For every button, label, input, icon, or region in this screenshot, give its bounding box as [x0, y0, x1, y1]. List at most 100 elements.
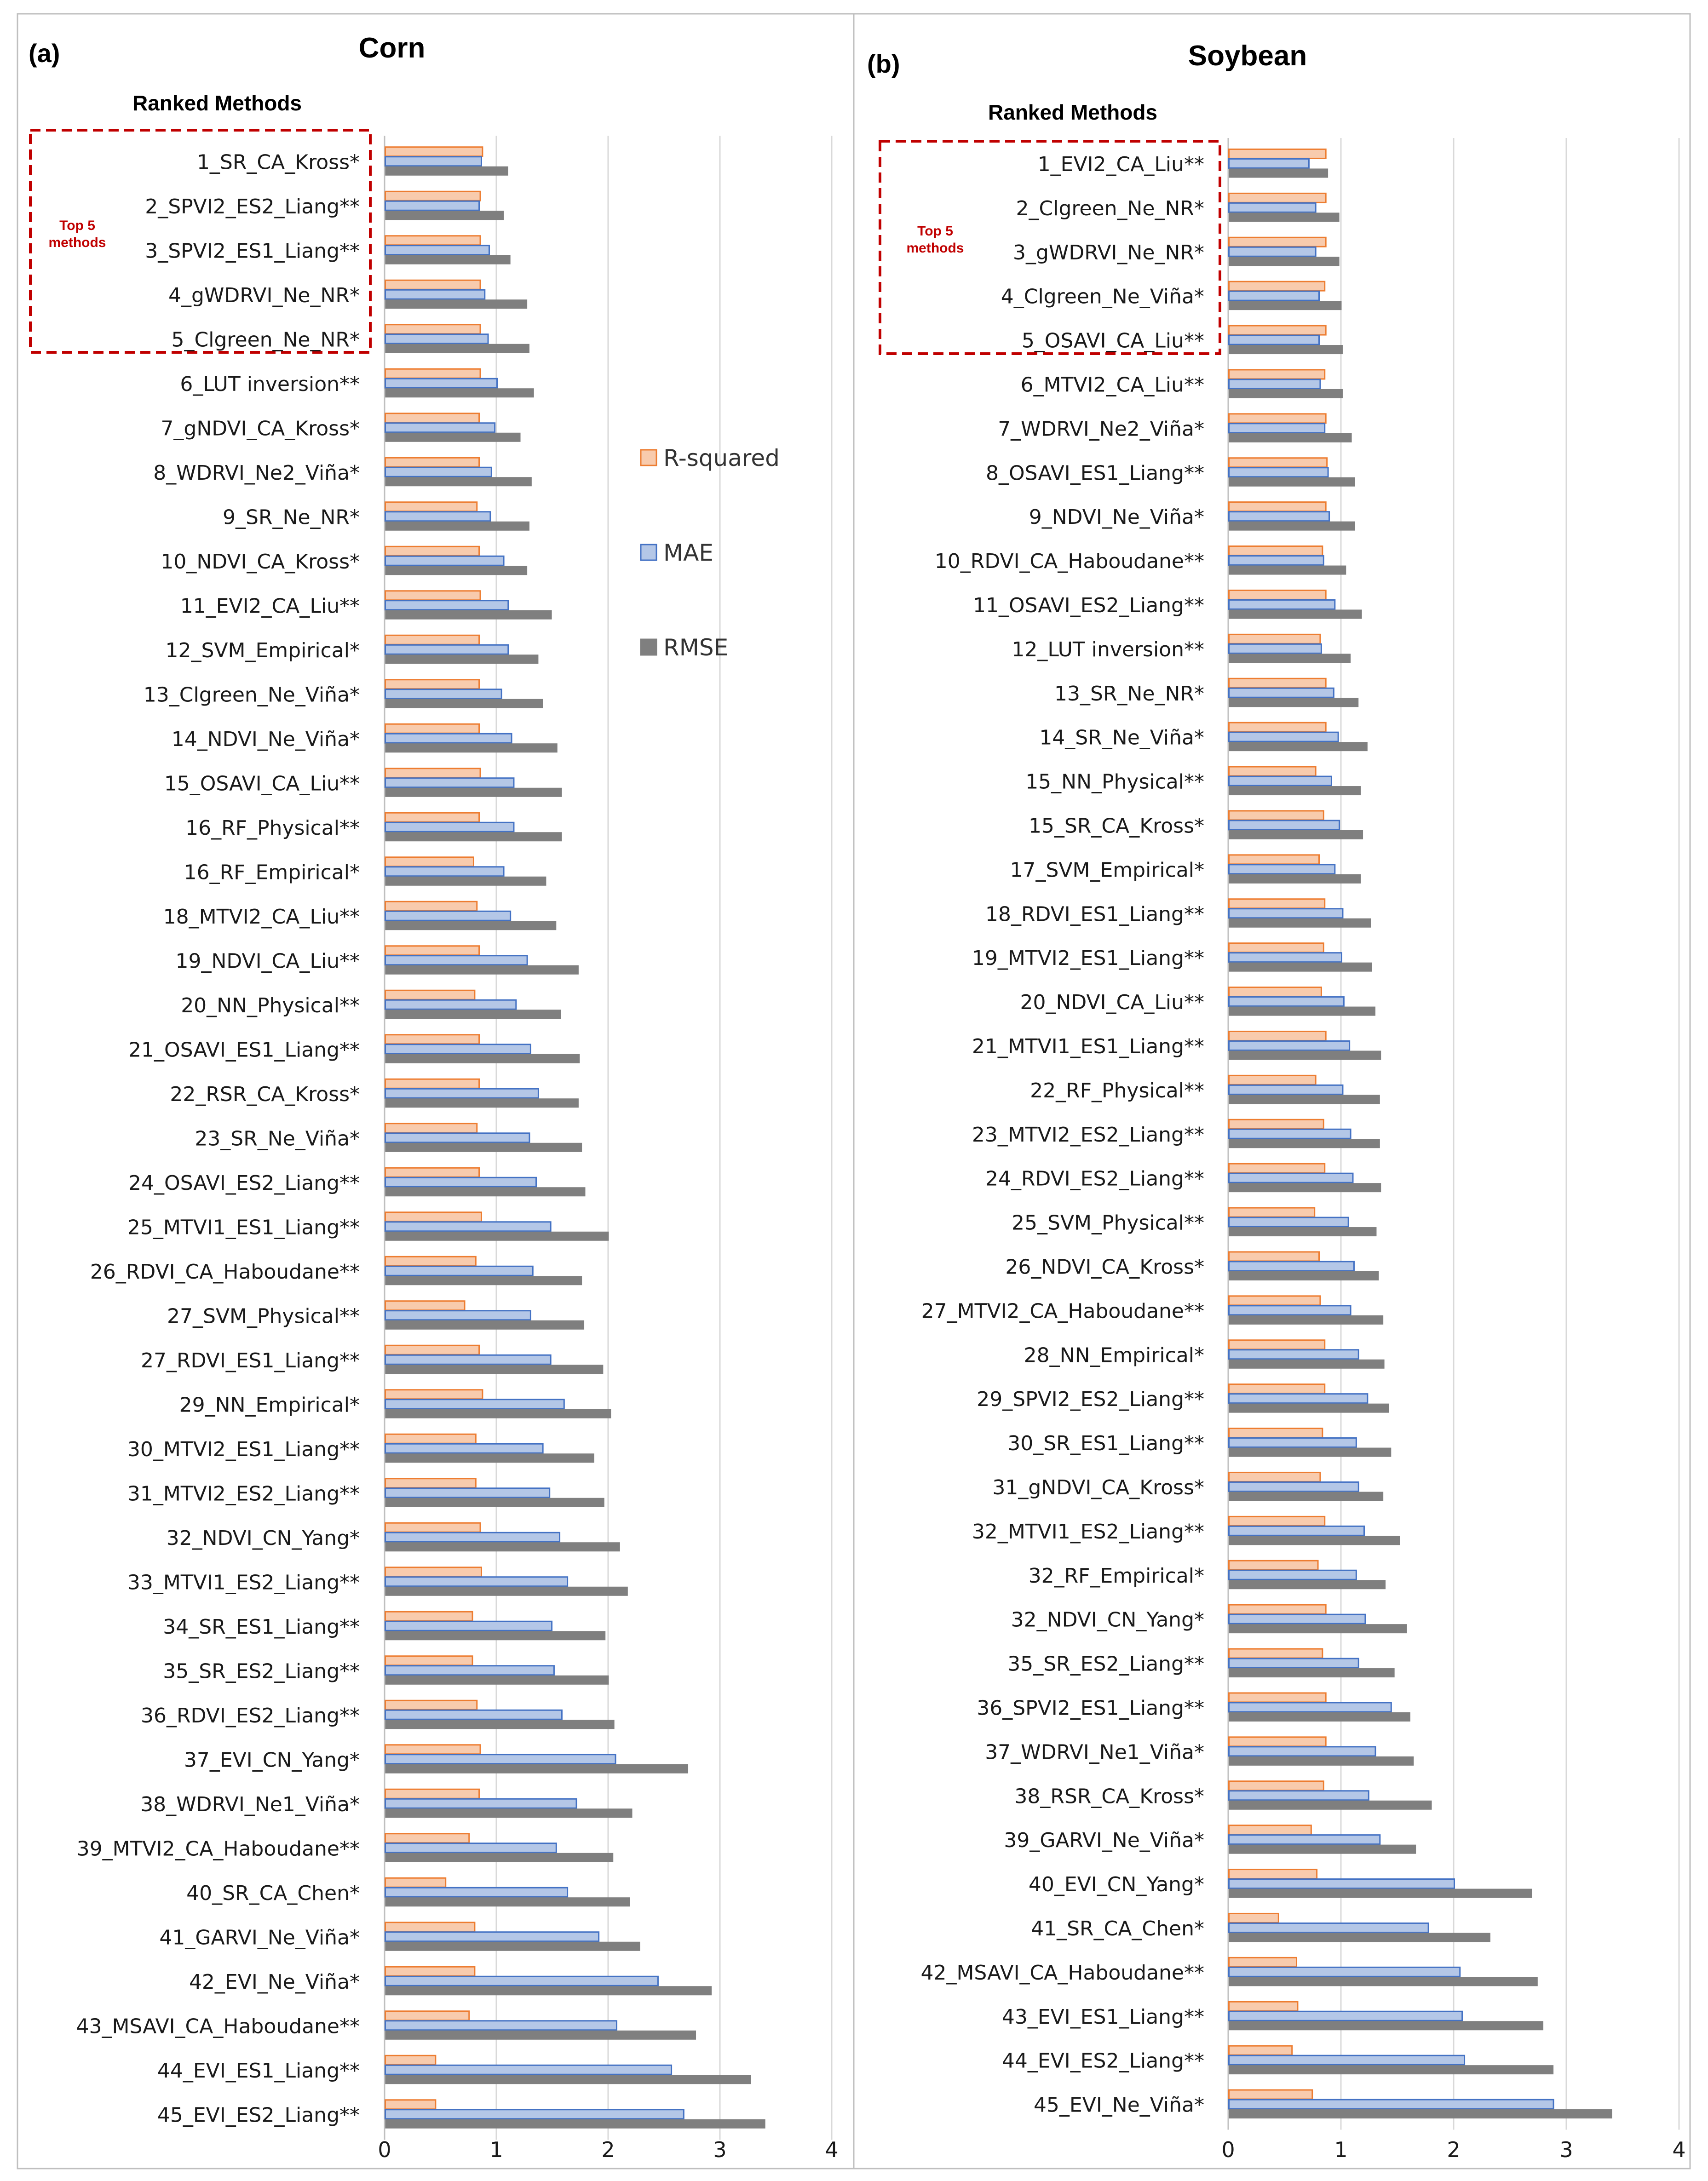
bar-r2 [385, 1478, 477, 1489]
method-label: 4_gWDRVI_Ne_NR* [168, 284, 360, 307]
bar-r2 [1228, 457, 1328, 468]
bar-r2 [1228, 1428, 1323, 1439]
bar-mae [385, 1975, 659, 1986]
bar-mae [1228, 290, 1320, 301]
bar-r2 [385, 1922, 476, 1933]
bar-rmse [385, 1231, 609, 1241]
bar-rmse [1229, 1888, 1532, 1898]
method-label: 22_RSR_CA_Kross* [170, 1083, 360, 1106]
bar-r2 [1228, 1912, 1279, 1923]
bar-mae [1228, 202, 1317, 213]
bar-mae [1228, 1437, 1357, 1448]
legend-label-mae: MAE [663, 540, 713, 566]
top5-label-line1: Top 5 [917, 224, 953, 239]
bar-mae [1228, 864, 1336, 875]
bar-rmse [1229, 698, 1359, 707]
bar-r2 [385, 1123, 478, 1134]
method-label: 22_RF_Physical** [1030, 1079, 1204, 1102]
bar-rmse [1229, 1139, 1380, 1148]
bar-rmse [385, 1365, 604, 1374]
bar-rmse [385, 1764, 689, 1773]
method-label: 33_MTVI1_ES2_Liang** [127, 1571, 360, 1594]
legend-swatch-rmse [640, 638, 657, 656]
method-label: 36_SPVI2_ES1_Liang** [977, 1696, 1204, 1720]
legend-label-rmse: RMSE [663, 634, 728, 661]
bar-rmse [385, 1409, 611, 1418]
method-label: 10_RDVI_CA_Haboudane** [935, 550, 1204, 573]
bar-mae [1228, 1040, 1351, 1051]
bar-r2 [385, 1744, 481, 1755]
bar-r2 [1228, 766, 1317, 777]
bar-rmse [1229, 521, 1355, 531]
bar-r2 [385, 1433, 477, 1444]
bar-rmse [1229, 168, 1328, 178]
bar-r2 [1228, 1163, 1326, 1174]
bar-r2 [1228, 1957, 1297, 1968]
x-tick-label: 1 [489, 2137, 503, 2162]
bar-mae [1228, 1569, 1357, 1580]
bar-mae [1228, 1084, 1344, 1095]
bar-r2 [1228, 1515, 1326, 1527]
ranked-methods-heading: Ranked Methods [988, 100, 1157, 124]
bar-r2 [385, 1655, 473, 1666]
method-label: 18_MTVI2_CA_Liu** [163, 905, 360, 929]
bar-mae [1228, 158, 1310, 169]
bar-rmse [385, 1675, 609, 1685]
bar-r2 [385, 190, 481, 201]
bar-rmse [1229, 1050, 1381, 1060]
method-label: 3_SPVI2_ES1_Liang** [145, 239, 360, 263]
method-label: 27_MTVI2_CA_Haboudane** [921, 1299, 1204, 1323]
bar-r2 [385, 989, 476, 1000]
panel-corn: (a) Corn Ranked Methods Top 5 methods 1_… [17, 13, 855, 2170]
bar-rmse [385, 166, 508, 176]
top5-label-line1: Top 5 [59, 218, 95, 233]
top5-label-line2: methods [48, 235, 106, 250]
bar-rmse [1229, 1006, 1375, 1016]
bar-rmse [1229, 1668, 1395, 1678]
method-label: 37_EVI_CN_Yang* [184, 1748, 360, 1772]
bar-mae [385, 1665, 555, 1676]
bar-r2 [385, 235, 481, 246]
bar-mae [1228, 1613, 1366, 1624]
bar-mae [1228, 246, 1317, 257]
bar-mae [385, 200, 480, 211]
bar-rmse [1229, 874, 1361, 884]
method-label: 44_EVI_ES1_Liang** [157, 2059, 360, 2083]
method-label: 34_SR_ES1_Liang** [163, 1615, 360, 1639]
bar-r2 [1228, 1207, 1316, 1218]
bar-mae [1228, 1128, 1351, 1139]
method-label: 30_MTVI2_ES1_Liang** [127, 1438, 360, 1461]
method-label: 11_OSAVI_ES2_Liang** [973, 594, 1204, 617]
x-tick-label: 4 [825, 2137, 838, 2162]
bar-rmse [385, 1498, 604, 1507]
bar-r2 [1228, 810, 1324, 821]
bar-r2 [385, 1966, 476, 1977]
bar-r2 [385, 1256, 477, 1267]
method-label: 14_NDVI_Ne_Viña* [172, 728, 360, 751]
bar-rmse [1229, 1844, 1416, 1854]
bar-r2 [385, 1833, 470, 1844]
bar-r2 [1228, 1736, 1327, 1747]
bar-mae [1228, 599, 1336, 610]
bar-r2 [385, 501, 478, 512]
bar-mae [385, 777, 515, 788]
method-label: 6_MTVI2_CA_Liu** [1021, 373, 1204, 396]
bar-r2 [1228, 2001, 1299, 2012]
bar-r2 [385, 812, 480, 823]
method-label: 20_NN_Physical** [181, 994, 360, 1017]
legend-swatch-mae [640, 544, 657, 561]
method-label: 4_Clgreen_Ne_Viña* [1001, 285, 1204, 309]
method-labels: 1_EVI2_CA_Liu** 2_Clgreen_Ne_NR* 3_gWDRVI_… [920, 153, 1204, 2117]
bar-rmse [385, 832, 562, 842]
bar-mae [1228, 1261, 1355, 1272]
bar-r2 [1228, 1604, 1327, 1615]
method-label: 45_EVI_Ne_Viña* [1034, 2094, 1204, 2117]
x-tick-label: 4 [1672, 2137, 1685, 2162]
bar-r2 [1228, 1074, 1317, 1085]
bar-r2 [1228, 1560, 1319, 1571]
bar-rmse [385, 344, 529, 353]
bar-mae [385, 600, 509, 611]
method-label: 26_RDVI_CA_Haboudane** [90, 1260, 360, 1284]
bar-r2 [385, 1611, 473, 1622]
method-label: 32_NDVI_CN_Yang* [1011, 1608, 1204, 1632]
